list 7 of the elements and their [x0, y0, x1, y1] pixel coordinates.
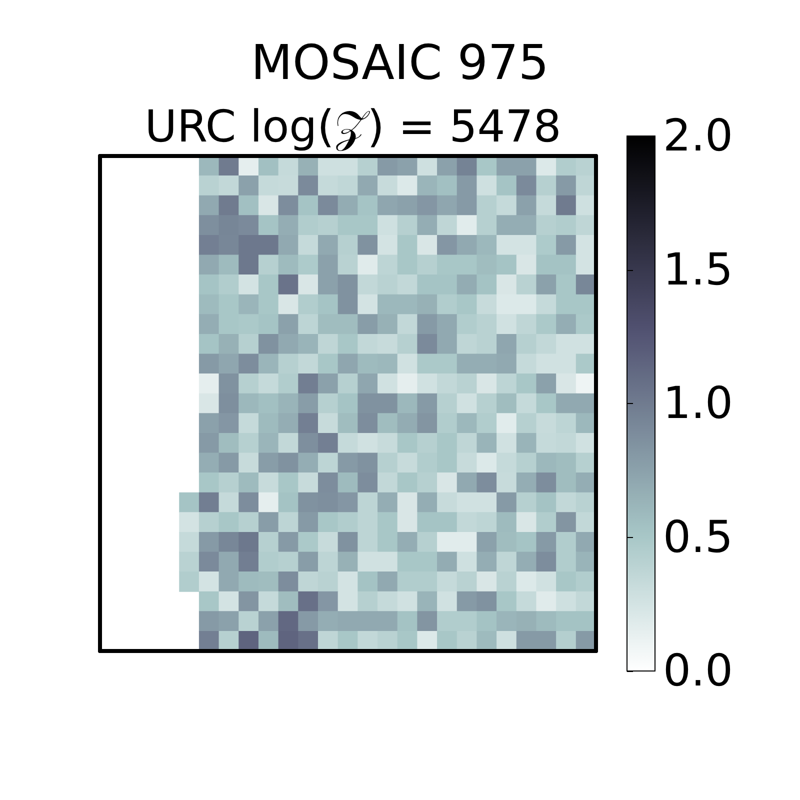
chart-subtitle: URC log(𝒵) = 5478	[144, 102, 562, 152]
color-bar-label: 0.5	[663, 512, 733, 563]
color-bar-label: 1.0	[663, 378, 733, 429]
color-bar-label: 1.5	[663, 244, 733, 296]
color-bar-label: 2.0	[663, 110, 733, 162]
chart-title: MOSAIC 975	[251, 35, 549, 91]
color-bar-label: 0.0	[663, 646, 733, 696]
